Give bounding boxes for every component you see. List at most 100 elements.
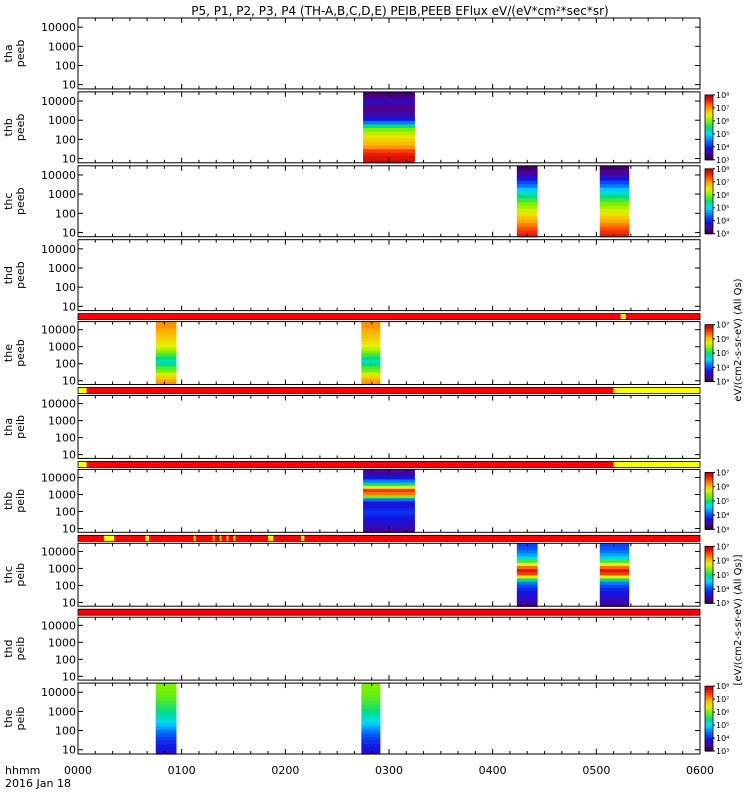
- panel-label-instrument: peeb: [14, 261, 27, 289]
- colorbar-step: [705, 154, 713, 158]
- colorbar-step: [705, 564, 713, 567]
- colorbar-step: [705, 101, 713, 104]
- energy-bin: [516, 229, 538, 234]
- quality-bar-frame: [77, 534, 701, 542]
- panel-tha-peib: 10 100 1000 10000 tha peib: [2, 387, 701, 462]
- colorbar-step: [705, 117, 713, 120]
- colorbar-step: [705, 368, 713, 371]
- colorbar-step: [705, 516, 713, 519]
- spectrogram-block: [155, 683, 177, 755]
- colorbar: 10³ 10⁴ 10⁵ 10⁶ 10⁷: [704, 542, 729, 608]
- colorbar-step: [705, 526, 713, 529]
- colorbar-tick-label: 10⁸: [716, 682, 729, 691]
- energy-bin: [516, 574, 538, 579]
- energy-bin: [599, 201, 630, 206]
- colorbar-step: [705, 686, 713, 689]
- colorbar-step: [705, 330, 713, 333]
- energy-bin: [599, 194, 630, 199]
- energy-bin: [599, 176, 630, 181]
- colorbar-step: [705, 114, 713, 117]
- colorbar-tick-label: 10⁷: [716, 468, 729, 477]
- colorbar-step: [705, 188, 713, 191]
- energy-bin: [155, 700, 177, 705]
- colorbar-step: [705, 510, 713, 513]
- colorbar-step: [705, 375, 713, 378]
- colorbar-step: [705, 170, 713, 173]
- x-tick-label: 0400: [479, 764, 507, 777]
- colorbar-step: [705, 345, 713, 348]
- energy-bin: [363, 120, 415, 125]
- x-tick-label: 0200: [271, 764, 299, 777]
- colorbar-step: [705, 478, 713, 481]
- colorbar-step: [705, 196, 713, 199]
- y-tick-label: 1000: [48, 341, 76, 354]
- y-tick-label: 10: [62, 153, 76, 166]
- colorbar-step: [705, 153, 713, 156]
- colorbar-step: [705, 191, 713, 194]
- y-tick-label: 100: [55, 358, 76, 371]
- panel-label-instrument: peib: [14, 489, 27, 513]
- energy-bin: [363, 513, 415, 518]
- colorbar-step: [705, 360, 713, 363]
- energy-bin: [155, 356, 177, 360]
- energy-bin: [599, 218, 630, 224]
- colorbar-step: [705, 135, 713, 138]
- colorbar-step: [705, 499, 713, 502]
- energy-bin: [363, 500, 415, 505]
- colorbar-step: [705, 694, 713, 697]
- energy-bin: [363, 145, 415, 150]
- colorbar-step: [705, 577, 713, 580]
- colorbar-step: [705, 222, 713, 225]
- colorbar-step: [705, 104, 713, 107]
- energy-bin: [599, 204, 630, 209]
- energy-bin: [361, 327, 381, 332]
- energy-bin: [155, 327, 177, 332]
- panel-label-instrument: peeb: [14, 114, 27, 142]
- panel-frame: [77, 17, 701, 90]
- energy-bin: [363, 510, 415, 515]
- colorbar-step: [705, 718, 713, 721]
- energy-bin: [599, 226, 630, 231]
- colorbar-step: [705, 712, 713, 715]
- colorbar-step: [705, 550, 713, 553]
- x-axis-label-unit: hhmm: [5, 764, 40, 777]
- colorbar-step: [705, 223, 713, 227]
- colorbar-step: [705, 204, 713, 207]
- energy-bin: [363, 130, 415, 136]
- colorbar-tick-label: 10⁵: [716, 497, 729, 506]
- colorbar-step: [705, 731, 713, 734]
- quality-bar-frame: [77, 387, 701, 394]
- energy-bin: [516, 204, 538, 209]
- panel-the-peib: 10 100 1000 10000 the peib 10³ 10⁴ 10⁵ 10⁶ 10⁷ 10⁸: [2, 682, 729, 757]
- panel-label-instrument: peib: [14, 563, 27, 587]
- energy-bin: [599, 603, 630, 607]
- energy-bin: [155, 683, 177, 688]
- spectrogram-block: [516, 543, 538, 607]
- colorbar-step: [705, 556, 713, 559]
- panel-thc-peib: 10 100 1000 10000 thc peib 10³ 10⁴ 10⁵ 10⁶ 10⁷: [2, 534, 729, 609]
- colorbar-step: [705, 492, 713, 495]
- panel-frame: [77, 395, 701, 459]
- colorbar-step: [705, 587, 713, 590]
- energy-bin: [361, 743, 381, 748]
- energy-bin: [599, 590, 630, 595]
- colorbar-step: [705, 335, 713, 339]
- energy-bin: [516, 552, 538, 557]
- energy-bin: [363, 98, 415, 104]
- energy-bin: [599, 172, 630, 178]
- y-tick-label: 10000: [41, 169, 76, 182]
- energy-bin: [155, 711, 177, 716]
- energy-bin: [516, 172, 538, 178]
- colorbar-step: [705, 726, 713, 729]
- colorbar-step: [705, 739, 713, 742]
- colorbar-step: [705, 486, 713, 489]
- panel-label-probe: thd: [2, 266, 15, 284]
- energy-bin: [361, 707, 381, 713]
- energy-bin: [363, 475, 415, 480]
- energy-bin: [363, 127, 415, 132]
- energy-bin: [363, 491, 415, 496]
- energy-bin: [155, 353, 177, 357]
- y-tick-label: 10: [62, 744, 76, 757]
- energy-bin: [361, 686, 381, 691]
- colorbar-step: [705, 140, 713, 143]
